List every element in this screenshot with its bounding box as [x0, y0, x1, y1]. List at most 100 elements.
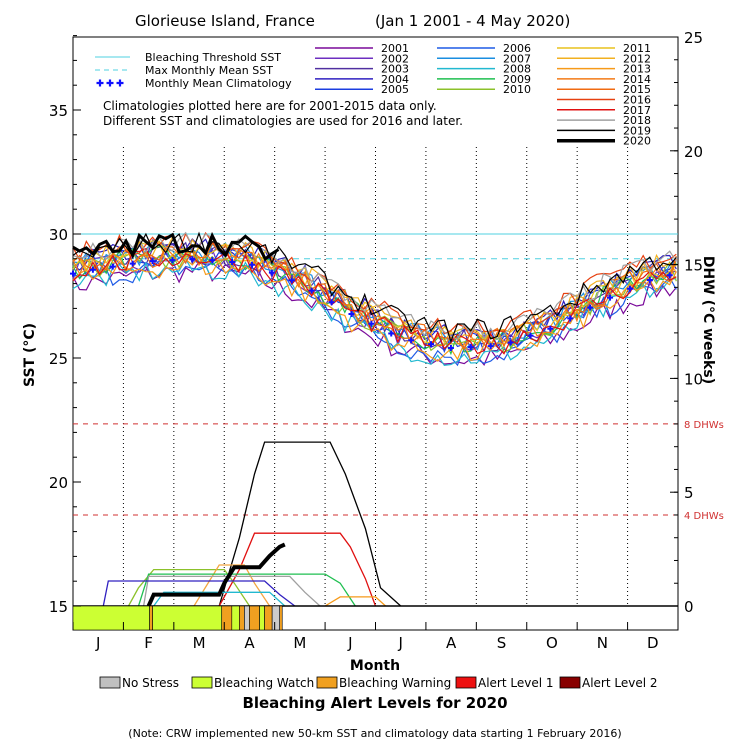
sst-line-2018	[72, 231, 677, 341]
climatology-marker	[109, 263, 116, 270]
dhw-ref-label: 4 DHWs	[684, 511, 724, 522]
sst-tick-label: 35	[49, 102, 68, 120]
x-axis-label: Month	[350, 658, 400, 674]
climatology-points	[70, 256, 673, 352]
climatology-note-2: Different SST and climatologies are used…	[103, 114, 463, 128]
sst-axis: 15 20 25 30 35	[49, 35, 81, 616]
legend-label: Bleaching Threshold SST	[145, 51, 281, 64]
year-label-2002: 2002	[381, 52, 409, 65]
dhw-line-2013	[324, 596, 387, 607]
legend-plus-marker	[106, 79, 114, 87]
dhw-tick-label: 20	[684, 143, 703, 161]
year-label-2018: 2018	[623, 114, 651, 127]
alert-swatch	[455, 676, 477, 689]
alert-segment	[221, 605, 233, 631]
sst-tick-label: 20	[49, 474, 68, 492]
month-label: J	[397, 634, 402, 652]
alert-segment	[264, 605, 273, 631]
climatology-marker	[666, 272, 673, 279]
sst-line-2008	[72, 257, 677, 367]
climatology-marker	[209, 257, 216, 264]
sst-tick-label: 15	[49, 598, 68, 616]
alert-segment	[231, 605, 240, 631]
climatology-marker	[149, 258, 156, 265]
alert-segment	[152, 605, 223, 631]
month-label: S	[497, 634, 507, 652]
alert-segment	[249, 605, 260, 631]
alert-legend-title: Bleaching Alert Levels for 2020	[242, 694, 507, 712]
climatology-marker	[567, 315, 574, 322]
alert-swatch	[191, 676, 213, 689]
climatology-marker	[129, 260, 136, 267]
climatology-marker	[368, 320, 375, 327]
sst-line-2013	[72, 255, 677, 362]
alert-segment	[271, 605, 281, 631]
year-label-2007: 2007	[503, 52, 531, 65]
climatology-marker	[328, 299, 335, 306]
climatology-marker	[89, 266, 96, 273]
dhw-ref-label: 8 DHWs	[684, 420, 724, 431]
year-label-2020: 2020	[623, 135, 651, 148]
month-label: J	[95, 634, 100, 652]
climatology-marker	[607, 294, 614, 301]
month-label: M	[193, 634, 206, 652]
month-label: N	[597, 634, 608, 652]
year-label-2008: 2008	[503, 63, 531, 76]
climatology-marker	[428, 341, 435, 348]
climatology-marker	[169, 257, 176, 264]
month-label: D	[647, 634, 659, 652]
legend-plus-marker	[116, 79, 124, 87]
dhw-tick-label: 25	[684, 29, 703, 47]
dhw-line-2020	[146, 542, 286, 607]
y-axis-label-dhw: DHW (°C weeks)	[700, 256, 716, 384]
year-label-2015: 2015	[623, 83, 651, 96]
climatology-marker	[587, 304, 594, 311]
climatology-marker	[626, 285, 633, 292]
dhw-tick-label: 10	[684, 370, 703, 388]
alert-strip	[72, 605, 283, 631]
y-axis-label-sst: SST (°C)	[22, 323, 38, 387]
year-label-2005: 2005	[381, 83, 409, 96]
climatology-marker	[70, 270, 76, 277]
climatology-marker	[308, 287, 315, 294]
sst-line-2011	[72, 240, 677, 344]
year-label-2009: 2009	[503, 73, 531, 86]
sst-line-2020	[72, 231, 280, 262]
chart-date-range: (Jan 1 2001 - 4 May 2020)	[375, 12, 570, 30]
year-label-2012: 2012	[623, 52, 651, 65]
sst-tick-label: 25	[49, 350, 68, 368]
month-label: F	[144, 634, 153, 652]
alert-segment	[259, 605, 265, 631]
alert-segment	[149, 605, 153, 631]
dhw-line-2004	[102, 580, 296, 607]
year-label-2011: 2011	[623, 42, 651, 55]
year-label-2010: 2010	[503, 83, 531, 96]
alert-swatch	[316, 676, 338, 689]
alert-segment	[244, 605, 250, 631]
legend-plus-marker	[96, 79, 104, 87]
alert-segment	[72, 605, 150, 631]
month-label: J	[347, 634, 352, 652]
dhw-tick-label: 0	[684, 598, 694, 616]
climatology-marker	[288, 277, 295, 284]
year-label-2014: 2014	[623, 73, 651, 86]
legend-label: Monthly Mean Climatology	[145, 77, 292, 90]
dhw-line-2008	[153, 591, 286, 607]
climatology-marker	[189, 256, 196, 263]
climatology-marker	[408, 337, 415, 344]
month-label: A	[446, 634, 457, 652]
alert-label: Alert Level 2	[582, 676, 658, 690]
alert-label: No Stress	[122, 676, 179, 690]
alert-label: Bleaching Watch	[214, 676, 314, 690]
climatology-marker	[249, 261, 256, 268]
alert-label: Alert Level 1	[478, 676, 554, 690]
chart-title: Glorieuse Island, France	[135, 12, 315, 30]
climatology-marker	[487, 343, 494, 350]
climatology-marker	[547, 325, 554, 332]
year-label-2004: 2004	[381, 73, 409, 86]
